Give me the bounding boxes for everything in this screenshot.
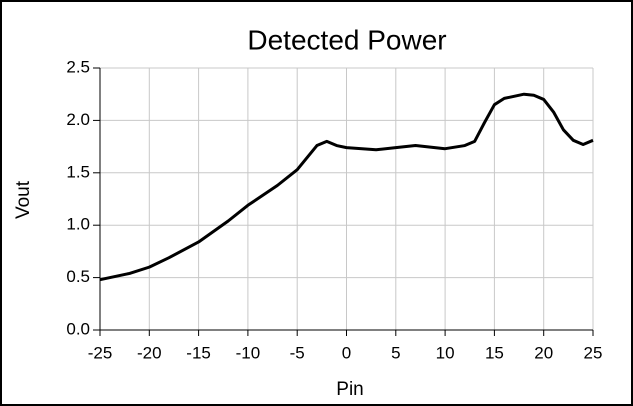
- y-tick-label: 2.5: [66, 57, 90, 76]
- x-tick-label: 0: [342, 343, 351, 362]
- data-line: [99, 92, 594, 282]
- y-tick-label: 2.0: [66, 110, 90, 129]
- y-tick-label: 0.5: [66, 267, 90, 286]
- x-tick-label: 20: [534, 343, 553, 362]
- y-tick-label: 1.5: [66, 162, 90, 181]
- y-axis-label: Vout: [13, 180, 34, 219]
- x-tick-label: 5: [391, 343, 400, 362]
- x-tick-label: -15: [186, 343, 211, 362]
- x-tick-label: -25: [88, 343, 113, 362]
- x-tick-label: 25: [584, 343, 603, 362]
- chart-title: Detected Power: [247, 24, 446, 55]
- x-tick-label: -20: [137, 343, 162, 362]
- y-tick-label: 1.0: [66, 215, 90, 234]
- y-tick-label: 0.0: [66, 319, 90, 338]
- x-tick-label: 15: [485, 343, 504, 362]
- x-axis-label: Pin: [336, 379, 363, 400]
- x-tick-label: -5: [290, 343, 305, 362]
- x-tick-label: 10: [436, 343, 455, 362]
- x-tick-label: -10: [236, 343, 261, 362]
